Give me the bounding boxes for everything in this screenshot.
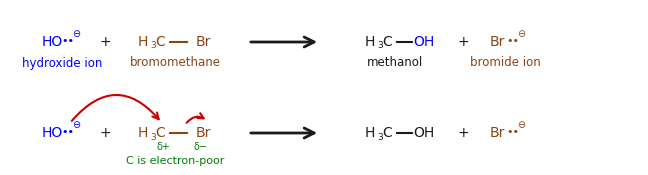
Text: 3: 3 <box>377 41 383 51</box>
Text: C: C <box>155 126 165 140</box>
Text: HO: HO <box>41 35 63 49</box>
Text: OH: OH <box>413 126 435 140</box>
Text: H: H <box>138 126 148 140</box>
Text: OH: OH <box>413 35 435 49</box>
Text: ⊖: ⊖ <box>72 120 80 130</box>
Text: Br: Br <box>489 35 505 49</box>
Text: HO: HO <box>41 126 63 140</box>
Text: C: C <box>382 126 392 140</box>
Text: H: H <box>138 35 148 49</box>
Text: C: C <box>382 35 392 49</box>
Text: ••: •• <box>62 36 75 46</box>
Text: ⊖: ⊖ <box>517 29 525 39</box>
Text: ••: •• <box>62 127 75 137</box>
Text: δ−: δ− <box>193 142 207 152</box>
Text: 3: 3 <box>150 132 156 142</box>
Text: +: + <box>99 126 111 140</box>
Text: bromomethane: bromomethane <box>130 57 220 69</box>
Text: Br: Br <box>489 126 505 140</box>
Text: C: C <box>155 35 165 49</box>
Text: δ+: δ+ <box>156 142 170 152</box>
Text: bromide ion: bromide ion <box>470 57 540 69</box>
Text: 3: 3 <box>150 41 156 51</box>
Text: hydroxide ion: hydroxide ion <box>22 57 102 69</box>
Text: H: H <box>365 35 375 49</box>
Text: ••: •• <box>507 127 520 137</box>
Text: ⊖: ⊖ <box>517 120 525 130</box>
Text: ••: •• <box>507 36 520 46</box>
Text: +: + <box>457 35 469 49</box>
Text: methanol: methanol <box>367 57 423 69</box>
Text: +: + <box>457 126 469 140</box>
Text: 3: 3 <box>377 132 383 142</box>
Text: H: H <box>365 126 375 140</box>
Text: Br: Br <box>195 126 211 140</box>
Text: Br: Br <box>195 35 211 49</box>
Text: ⊖: ⊖ <box>72 29 80 39</box>
Text: +: + <box>99 35 111 49</box>
Text: C is electron-poor: C is electron-poor <box>126 156 224 166</box>
